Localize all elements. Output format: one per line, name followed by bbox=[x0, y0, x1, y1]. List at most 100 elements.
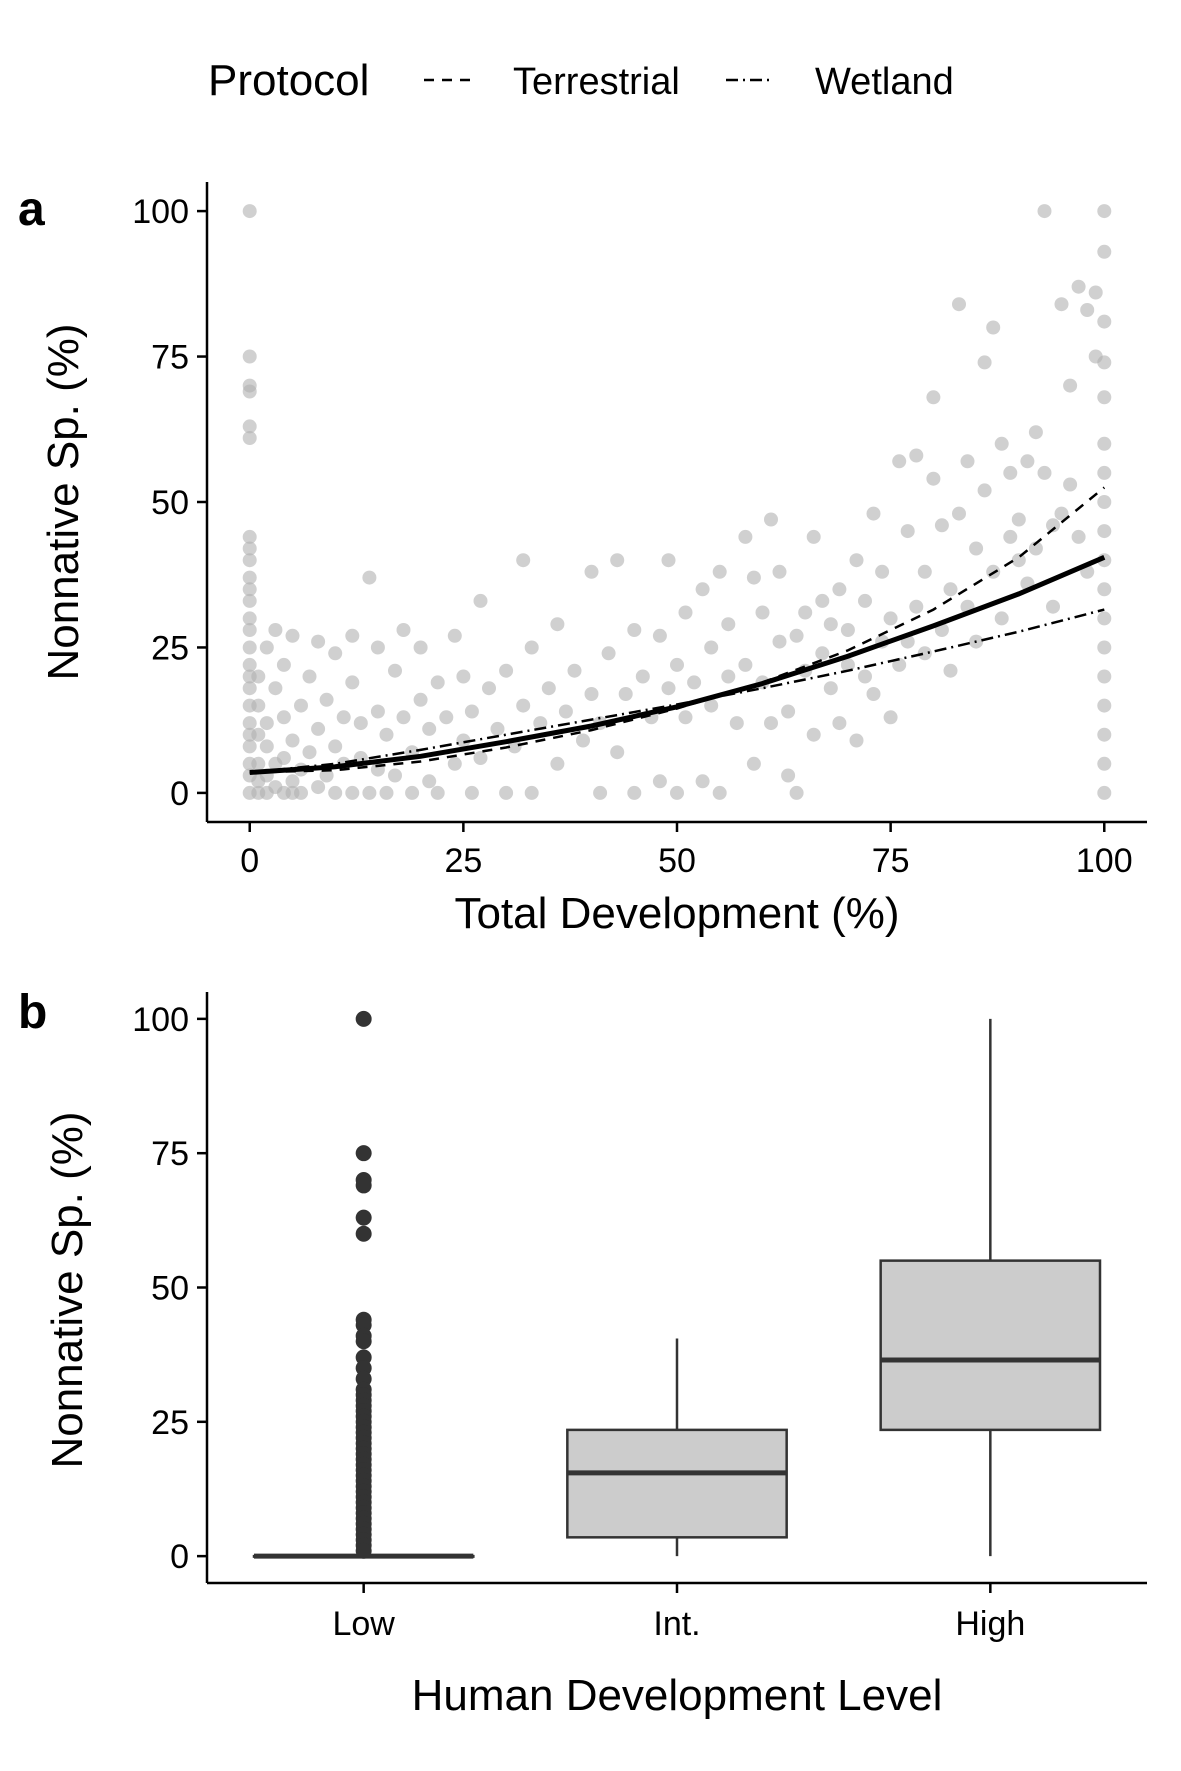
outlier-point bbox=[355, 1333, 372, 1350]
scatter-point bbox=[815, 593, 830, 608]
scatter-point bbox=[969, 541, 984, 556]
scatter-point bbox=[439, 710, 454, 725]
scatter-point bbox=[353, 716, 368, 731]
scatter-point bbox=[618, 687, 633, 701]
scatter-point bbox=[1020, 454, 1035, 469]
scatter-point bbox=[866, 687, 881, 701]
scatter-point bbox=[840, 657, 855, 672]
scatter-point bbox=[977, 355, 992, 370]
scatter-point bbox=[798, 605, 813, 620]
scatter-point bbox=[670, 657, 684, 672]
boxplot-low bbox=[252, 1010, 475, 1559]
scatter-point bbox=[302, 745, 317, 760]
scatter-point bbox=[524, 785, 539, 800]
scatter-point bbox=[892, 454, 907, 469]
scatter-point bbox=[584, 687, 599, 701]
scatter-point bbox=[687, 675, 702, 690]
scatter-point bbox=[294, 698, 308, 713]
scatter-point bbox=[1037, 465, 1052, 480]
scatter-point bbox=[593, 785, 608, 800]
scatter-point bbox=[635, 669, 650, 684]
scatter-point bbox=[883, 710, 898, 725]
x-tick-label: 0 bbox=[240, 842, 259, 880]
fit-line-terrestrial bbox=[249, 486, 1106, 774]
scatter-point bbox=[1063, 477, 1078, 492]
scatter-point bbox=[379, 785, 394, 800]
scatter-point bbox=[379, 727, 394, 742]
scatter-point bbox=[242, 529, 257, 544]
scatter-point bbox=[242, 657, 257, 672]
scatter-point bbox=[268, 623, 283, 637]
scatter-point bbox=[396, 710, 411, 725]
scatter-point bbox=[473, 593, 488, 608]
panel-b-boxplot: b 0 25 50 75 100 Low Int. High Human Developme… bbox=[18, 986, 1147, 1720]
scatter-point bbox=[456, 733, 471, 748]
scatter-point bbox=[755, 605, 770, 620]
scatter-point bbox=[1097, 355, 1112, 370]
scatter-point bbox=[242, 593, 257, 608]
scatter-point bbox=[900, 524, 915, 539]
scatter-point bbox=[772, 564, 787, 579]
scatter-point bbox=[259, 716, 274, 731]
scatter-point bbox=[388, 663, 402, 678]
scatter-point bbox=[1097, 244, 1112, 259]
scatter-point bbox=[1097, 582, 1112, 597]
scatter-point bbox=[1097, 756, 1112, 771]
panel-letter-b: b bbox=[18, 986, 47, 1039]
scatter-point bbox=[362, 570, 377, 585]
scatter-point bbox=[311, 721, 326, 736]
scatter-point bbox=[259, 640, 274, 655]
scatter-point bbox=[576, 733, 590, 748]
scatter-point bbox=[875, 564, 890, 579]
scatter-point bbox=[242, 681, 257, 696]
scatter-point bbox=[858, 669, 872, 684]
scatter-point bbox=[541, 681, 556, 696]
scatter-point bbox=[430, 785, 445, 800]
scatter-point bbox=[1097, 698, 1112, 713]
y-tick-label: 100 bbox=[132, 193, 189, 231]
y-ticks-a: 0 25 50 75 100 bbox=[132, 193, 207, 813]
scatter-point bbox=[242, 384, 257, 399]
x-tick-label: 25 bbox=[444, 842, 482, 880]
scatter-point bbox=[943, 663, 958, 678]
y-tick-label: 100 bbox=[132, 1001, 189, 1039]
scatter-point bbox=[661, 681, 676, 696]
scatter-point bbox=[499, 663, 514, 678]
scatter-point bbox=[328, 739, 343, 754]
scatter-point bbox=[1097, 611, 1112, 626]
scatter-point bbox=[362, 785, 377, 800]
scatter-point bbox=[840, 623, 855, 637]
scatter-point bbox=[977, 483, 992, 498]
scatter-point bbox=[1097, 436, 1112, 451]
scatter-point bbox=[242, 739, 257, 754]
scatter-point bbox=[259, 739, 274, 754]
scatter-point bbox=[328, 785, 343, 800]
scatter-point bbox=[251, 698, 266, 713]
scatter-point bbox=[464, 785, 479, 800]
y-tick-label: 25 bbox=[151, 1404, 189, 1442]
scatter-point bbox=[652, 628, 667, 643]
scatter-point bbox=[823, 681, 838, 696]
scatter-point bbox=[516, 553, 531, 568]
scatter-point bbox=[294, 785, 308, 800]
scatter-point bbox=[242, 570, 257, 585]
x-ticks-a: 0 25 50 75 100 bbox=[240, 822, 1133, 880]
scatter-point bbox=[1054, 297, 1069, 312]
scatter-point bbox=[268, 681, 283, 696]
scatter-point bbox=[242, 419, 257, 434]
scatter-point bbox=[430, 675, 445, 690]
scatter-point bbox=[746, 570, 761, 585]
scatter-point bbox=[242, 716, 257, 731]
scatter-point bbox=[319, 692, 334, 707]
scatter-point bbox=[1037, 204, 1052, 219]
scatter-point bbox=[336, 710, 351, 725]
scatter-point bbox=[994, 436, 1009, 451]
scatter-point bbox=[610, 553, 625, 568]
scatter-point bbox=[960, 454, 975, 469]
scatter-point bbox=[738, 657, 753, 672]
scatter-point bbox=[490, 721, 505, 736]
scatter-point bbox=[712, 785, 727, 800]
y-tick-label: 50 bbox=[151, 484, 189, 522]
scatter-point bbox=[832, 582, 847, 597]
boxplot-int bbox=[566, 1338, 788, 1557]
